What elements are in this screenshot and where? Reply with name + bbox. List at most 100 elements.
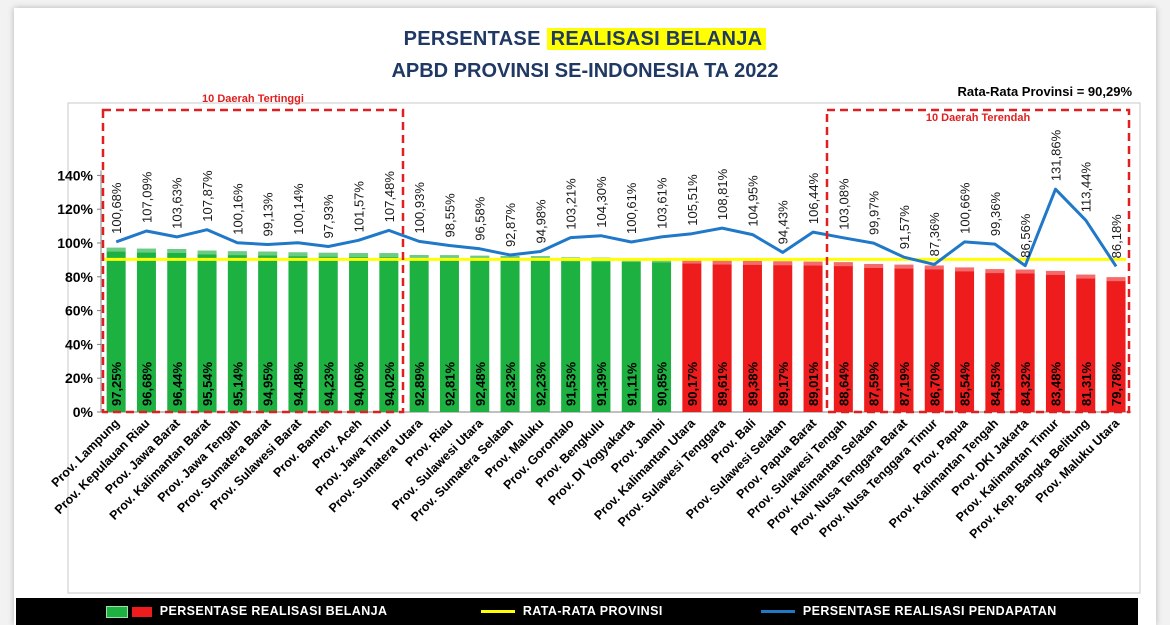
bar-value-label: 86,70% (927, 361, 942, 406)
bar-highlight (1106, 277, 1126, 282)
bar-highlight (682, 259, 702, 264)
revenue-value-label: 99,97% (867, 191, 882, 236)
revenue-value-label: 91,57% (897, 205, 912, 250)
bar (1045, 270, 1065, 412)
legend-label-pendapatan: PERSENTASE REALISASI PENDAPATAN (802, 604, 1057, 618)
revenue-value-label: 97,93% (321, 194, 336, 239)
y-tick-label: 40% (65, 336, 94, 352)
bar-highlight (803, 261, 823, 266)
bar-highlight (955, 267, 975, 272)
bar-value-label: 92,48% (473, 361, 488, 406)
bar-highlight (773, 261, 793, 266)
revenue-value-label: 107,09% (139, 171, 154, 223)
revenue-value-label: 113,44% (1079, 161, 1094, 212)
bar (924, 265, 944, 412)
top-group-box (101, 108, 405, 414)
bar-value-label: 92,89% (412, 361, 427, 406)
bar-value-label: 94,48% (291, 361, 306, 406)
bar-highlight (985, 269, 1005, 274)
revenue-value-label: 103,63% (170, 177, 185, 229)
bar (591, 257, 611, 412)
y-tick-label: 60% (65, 303, 94, 319)
y-tick-label: 100% (57, 235, 93, 251)
bar (106, 247, 126, 412)
revenue-value-label: 131,86% (1048, 129, 1063, 181)
revenue-value-label: 108,81% (715, 168, 730, 220)
revenue-value-label: 100,68% (109, 182, 124, 234)
bar (500, 255, 520, 412)
bar-value-label: 87,59% (867, 361, 882, 406)
bar-highlight (258, 251, 278, 256)
bar-highlight (1076, 274, 1096, 279)
legend-swatch-average (481, 610, 515, 614)
bar (864, 263, 884, 412)
y-tick-label: 20% (65, 370, 94, 386)
bar (561, 257, 581, 412)
bar-value-label: 83,48% (1048, 361, 1063, 406)
bar-highlight (318, 252, 338, 257)
bar-value-label: 92,32% (503, 361, 518, 406)
revenue-value-label: 100,93% (412, 182, 427, 234)
revenue-value-label: 107,87% (200, 170, 215, 222)
revenue-value-label: 107,48% (382, 171, 397, 223)
chart-title-line2: APBD PROVINSI SE-INDONESIA TA 2022 (391, 60, 779, 82)
revenue-value-label: 106,44% (806, 172, 821, 224)
bar-line-chart: 0% 20% 40% 60% 80% 100% 120% 140% 97,25% 96,68% 96… (49, 93, 1141, 594)
bar (894, 264, 914, 412)
legend-label-rata-rata: RATA-RATA PROVINSI (522, 604, 663, 618)
bar (136, 248, 156, 412)
bar-highlight (924, 265, 944, 270)
bar-highlight (1015, 269, 1035, 274)
revenue-value-label: 104,95% (745, 175, 760, 227)
bar (1076, 274, 1096, 412)
bar (439, 255, 459, 412)
bar-highlight (379, 253, 399, 258)
bottom-group-box (825, 108, 1131, 414)
revenue-value-label: 86,56% (1018, 213, 1033, 258)
revenue-value-label: 100,66% (958, 182, 973, 234)
legend: PERSENTASE REALISASI BELANJA RATA-RATA P… (16, 598, 1138, 625)
plot-area (67, 102, 1141, 594)
bar-value-label: 84,53% (988, 361, 1003, 406)
y-tick-label: 120% (57, 201, 93, 217)
title-prefix: PERSENTASE (403, 28, 547, 50)
bar (833, 262, 853, 412)
average-label: Rata-Rata Provinsi = 90,29% (957, 84, 1133, 99)
bar-value-label: 79,78% (1109, 361, 1124, 406)
bar-value-label: 94,95% (261, 361, 276, 406)
title-highlight: REALISASI BELANJA (546, 28, 767, 50)
bar-value-label: 97,25% (109, 361, 124, 406)
revenue-value-label: 105,51% (685, 174, 700, 226)
bar-value-label: 96,68% (139, 361, 154, 406)
bar-highlight (742, 260, 762, 265)
bar (803, 261, 823, 412)
legend-item-belanja: PERSENTASE REALISASI BELANJA (106, 604, 387, 618)
bar-value-label: 96,44% (170, 361, 185, 406)
revenue-value-label: 96,58% (473, 196, 488, 241)
bottom-group-label: 10 Daerah Terendah (926, 112, 1031, 124)
bar (470, 255, 490, 412)
bar-value-label: 91,53% (564, 361, 579, 406)
bar (379, 253, 399, 412)
bar-value-label: 91,39% (594, 361, 609, 406)
y-tick-label: 0% (73, 404, 94, 420)
bar-highlight (833, 262, 853, 267)
bar-highlight (439, 255, 459, 260)
bar (288, 252, 308, 412)
revenue-value-label: 103,21% (564, 178, 579, 230)
bar-value-label: 85,54% (958, 361, 973, 406)
bar-highlight (167, 249, 187, 254)
y-tick-label: 80% (65, 269, 94, 285)
bar-highlight (106, 247, 126, 252)
revenue-value-label: 100,61% (624, 182, 639, 234)
revenue-value-label: 98,55% (442, 193, 457, 238)
bar-value-label: 92,23% (533, 361, 548, 406)
bar (227, 251, 247, 412)
y-tick-label: 140% (57, 167, 93, 183)
bar-value-label: 95,14% (230, 361, 245, 406)
revenue-value-label: 101,57% (352, 181, 367, 233)
bar (1015, 269, 1035, 412)
bar-value-label: 94,06% (352, 361, 367, 406)
bar-highlight (288, 252, 308, 257)
revenue-value-label: 86,18% (1109, 214, 1124, 259)
